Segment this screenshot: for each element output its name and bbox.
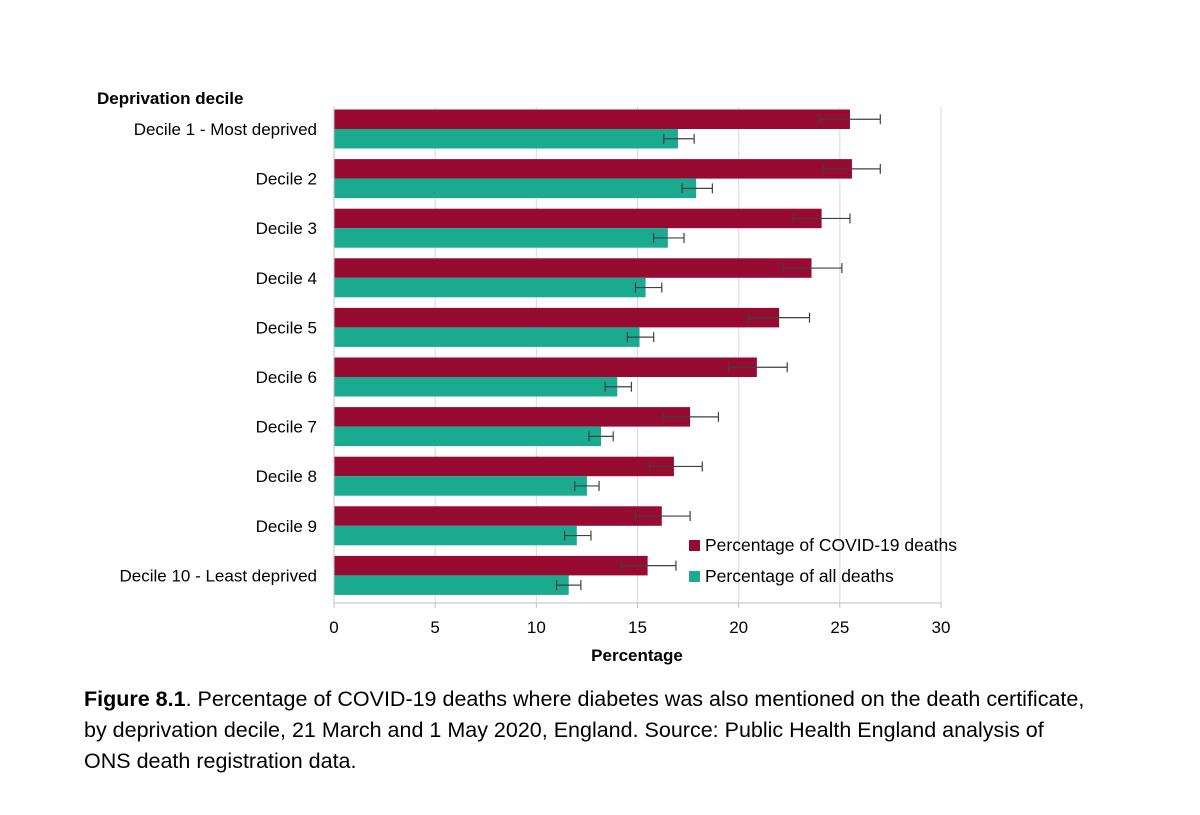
legend-label: Percentage of COVID-19 deaths bbox=[705, 535, 957, 555]
y-category-label: Decile 4 bbox=[256, 269, 317, 288]
y-category-label: Decile 10 - Least deprived bbox=[119, 566, 317, 585]
x-tick-label: 30 bbox=[932, 618, 951, 637]
y-category-label: Decile 5 bbox=[256, 318, 317, 337]
bar bbox=[334, 525, 577, 546]
y-category-label: Decile 8 bbox=[256, 467, 317, 486]
x-tick-labels: 0 5 10 15 20 25 30 bbox=[329, 618, 950, 637]
y-category-label: Decile 9 bbox=[256, 517, 317, 536]
bar bbox=[334, 506, 662, 526]
bar bbox=[334, 476, 587, 496]
bar bbox=[334, 258, 812, 278]
bar bbox=[334, 377, 618, 397]
bar bbox=[334, 327, 640, 347]
bar bbox=[334, 426, 602, 447]
x-tick-label: 0 bbox=[329, 618, 338, 637]
legend-swatch bbox=[689, 571, 700, 582]
y-category-labels: Decile 1 - Most deprived Decile 2 Decile 3… bbox=[119, 120, 317, 585]
bar bbox=[334, 159, 852, 179]
bar bbox=[334, 575, 569, 595]
bar bbox=[334, 129, 678, 149]
bar bbox=[334, 228, 668, 248]
y-category-label: Decile 6 bbox=[256, 368, 317, 387]
figure-label: Figure 8.1 bbox=[84, 687, 186, 711]
bar bbox=[334, 357, 757, 377]
bars bbox=[334, 109, 852, 595]
bar bbox=[334, 307, 780, 328]
error-bars bbox=[555, 114, 881, 591]
y-category-label: Decile 1 - Most deprived bbox=[134, 120, 317, 139]
y-category-label: Decile 2 bbox=[256, 170, 317, 189]
figure-caption: Figure 8.1. Percentage of COVID-19 death… bbox=[84, 684, 1094, 777]
x-tick-label: 15 bbox=[628, 618, 647, 637]
figure-caption-text: . Percentage of COVID-19 deaths where di… bbox=[84, 687, 1085, 773]
x-tick-label: 20 bbox=[729, 618, 748, 637]
bar bbox=[334, 109, 850, 129]
chart: 0 5 10 15 20 25 30 Decile 1 - Most deprivedDec… bbox=[97, 89, 957, 665]
bar bbox=[334, 555, 648, 576]
bar bbox=[334, 178, 697, 199]
y-category-label: Decile 3 bbox=[256, 219, 317, 238]
legend-label: Percentage of all deaths bbox=[705, 566, 894, 586]
x-axis-title: Percentage bbox=[591, 646, 683, 665]
x-tick-label: 5 bbox=[430, 618, 439, 637]
x-tick-label: 10 bbox=[527, 618, 546, 637]
y-axis-title: Deprivation decile bbox=[97, 89, 243, 108]
x-tick-label: 25 bbox=[830, 618, 849, 637]
bar bbox=[334, 277, 646, 298]
legend: Percentage of COVID-19 deaths Percentage … bbox=[689, 535, 957, 586]
legend-swatch bbox=[689, 540, 700, 551]
y-category-label: Decile 7 bbox=[256, 418, 317, 437]
bar bbox=[334, 407, 691, 427]
bar bbox=[334, 456, 674, 477]
bar bbox=[334, 208, 822, 229]
